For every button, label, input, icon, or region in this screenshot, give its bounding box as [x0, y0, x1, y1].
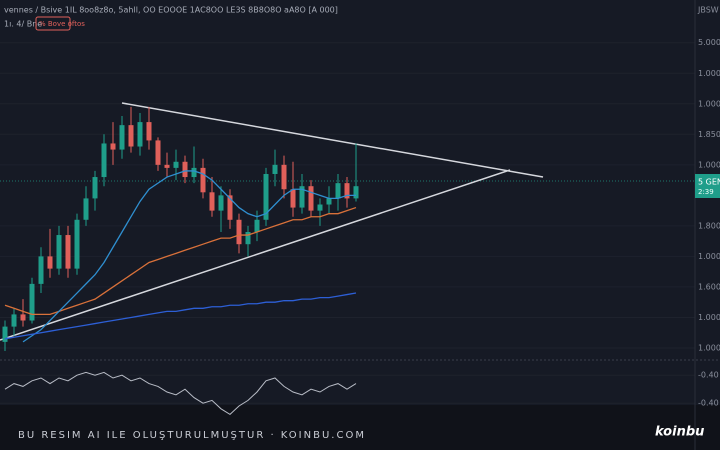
- candle-body: [308, 186, 314, 211]
- candle-body: [344, 183, 350, 199]
- y-tick-label: 1.600: [698, 282, 720, 291]
- y-tick-label: 1.000: [698, 343, 720, 352]
- y-tick-label: 1.000: [698, 160, 720, 169]
- y-tick-label: 1.000: [698, 313, 720, 322]
- y-tick-label: 1.850: [698, 130, 720, 139]
- candle-body: [56, 235, 62, 269]
- candle-body: [191, 167, 197, 178]
- osc-tick-label: -0.40: [698, 371, 719, 380]
- candle-body: [11, 314, 17, 327]
- candle-body: [353, 186, 359, 199]
- candle-body: [29, 283, 35, 321]
- candle-body: [74, 219, 80, 269]
- candle-body: [335, 183, 341, 199]
- watermark: BU RESIM AI ILE OLUŞTURULMUŞTUR · KOINBU…: [18, 430, 366, 441]
- badge-box: [35, 16, 71, 31]
- y-tick-label: 5.000: [698, 38, 720, 47]
- price-countdown: 2:39: [698, 188, 714, 196]
- candle-body: [47, 256, 53, 269]
- candle-body: [65, 235, 71, 269]
- candle-body: [128, 125, 134, 147]
- candle-body: [146, 122, 152, 141]
- logo: koinbu: [655, 425, 704, 440]
- sub-line: 1ı. 4/ Bne: [4, 20, 42, 29]
- candle-body: [290, 189, 296, 208]
- candle-body: [155, 140, 161, 165]
- candle-body: [92, 177, 98, 199]
- candle-body: [245, 231, 251, 245]
- badge: % Bove oftos: [39, 20, 85, 28]
- trend-line-upper: [121, 102, 544, 178]
- candle-body: [200, 167, 206, 193]
- y-tick-label: 1.800: [698, 221, 720, 230]
- candle-body: [272, 164, 278, 174]
- price-tag: 5 GEN: [698, 178, 720, 187]
- candle-body: [254, 219, 260, 232]
- candle-body: [2, 326, 8, 342]
- symbol-line: vennes / Bsive 1IL 8oo8z8o, 5ahll, OO EO…: [4, 6, 338, 15]
- moving-average: [4, 206, 357, 316]
- candle-body: [281, 164, 287, 190]
- candle-body: [164, 164, 170, 168]
- candle-body: [227, 195, 233, 220]
- candle-body: [110, 143, 116, 150]
- candle-body: [299, 186, 305, 208]
- candle-body: [101, 143, 107, 178]
- osc-tick-label: -0.40: [698, 399, 719, 408]
- y-tick-label: 1.000: [698, 69, 720, 78]
- candle-body: [209, 192, 215, 211]
- candle-body: [326, 198, 332, 205]
- candle-body: [119, 125, 125, 150]
- trend-line-lower: [0, 169, 511, 341]
- moving-average: [4, 292, 357, 340]
- y-tick-label: 1.000: [698, 252, 720, 261]
- candle-body: [182, 161, 188, 178]
- moving-average: [22, 170, 356, 343]
- candle-body: [173, 161, 179, 168]
- candle-body: [20, 314, 26, 321]
- y-tick-label: 1.000: [698, 99, 720, 108]
- candle-body: [218, 195, 224, 211]
- oscillator-line: [4, 371, 357, 416]
- candle-body: [263, 173, 269, 220]
- candle-body: [317, 204, 323, 211]
- footer-band: [0, 405, 720, 450]
- candle-body: [137, 122, 143, 147]
- candle-body: [83, 198, 89, 220]
- candle-body: [236, 219, 242, 245]
- price-tag-box: [695, 174, 720, 198]
- corner-label: JBSW: [697, 6, 719, 15]
- candle-body: [38, 256, 44, 284]
